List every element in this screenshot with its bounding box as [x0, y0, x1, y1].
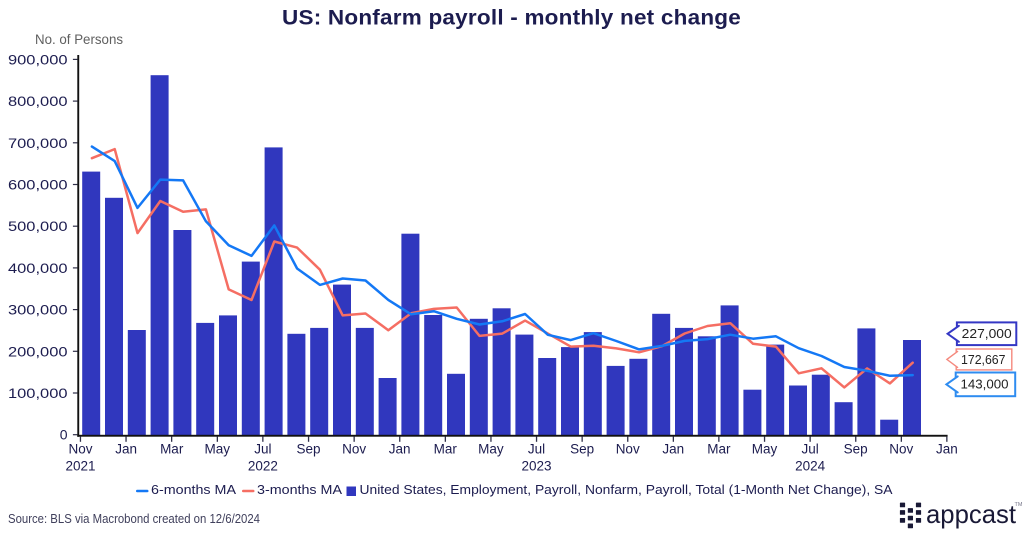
- svg-text:TM: TM: [1015, 502, 1023, 508]
- svg-text:Sep: Sep: [844, 442, 868, 457]
- svg-text:0: 0: [60, 427, 68, 443]
- svg-text:2022: 2022: [248, 458, 278, 473]
- svg-text:appcast: appcast: [926, 499, 1017, 529]
- svg-text:Jul: Jul: [254, 442, 271, 457]
- svg-text:300,000: 300,000: [8, 302, 68, 318]
- svg-text:Mar: Mar: [160, 442, 184, 457]
- svg-text:Jan: Jan: [115, 442, 137, 457]
- svg-text:100,000: 100,000: [8, 385, 68, 401]
- svg-text:2021: 2021: [65, 458, 95, 473]
- svg-text:2023: 2023: [521, 458, 551, 473]
- svg-text:May: May: [478, 442, 504, 457]
- svg-text:Sep: Sep: [570, 442, 594, 457]
- svg-text:United States, Employment, Pay: United States, Employment, Payroll, Nonf…: [360, 482, 893, 497]
- svg-text:400,000: 400,000: [8, 260, 68, 276]
- svg-text:Nov: Nov: [616, 442, 640, 457]
- svg-text:227,000: 227,000: [962, 326, 1012, 341]
- svg-text:2024: 2024: [795, 458, 826, 473]
- svg-text:Jan: Jan: [389, 442, 411, 457]
- svg-text:May: May: [752, 442, 778, 457]
- svg-text:900,000: 900,000: [8, 51, 68, 67]
- svg-text:Jul: Jul: [801, 442, 818, 457]
- svg-text:800,000: 800,000: [8, 93, 68, 109]
- svg-text:3-months MA: 3-months MA: [257, 482, 342, 497]
- svg-text:Nov: Nov: [889, 442, 913, 457]
- svg-text:600,000: 600,000: [8, 177, 68, 193]
- svg-text:143,000: 143,000: [961, 377, 1009, 392]
- svg-text:172,667: 172,667: [961, 352, 1006, 367]
- svg-text:200,000: 200,000: [8, 343, 68, 359]
- svg-text:Sep: Sep: [296, 442, 320, 457]
- svg-text:Jan: Jan: [662, 442, 684, 457]
- svg-text:Mar: Mar: [434, 442, 458, 457]
- svg-text:May: May: [205, 442, 231, 457]
- svg-text:US: Nonfarm payroll - monthly: US: Nonfarm payroll - monthly net change: [282, 7, 741, 30]
- svg-text:500,000: 500,000: [8, 218, 68, 234]
- svg-text:Mar: Mar: [707, 442, 731, 457]
- svg-text:700,000: 700,000: [8, 135, 68, 151]
- svg-text:Source: BLS via Macrobond crea: Source: BLS via Macrobond created on 12/…: [8, 512, 260, 526]
- svg-text:Nov: Nov: [342, 442, 366, 457]
- svg-text:6-months MA: 6-months MA: [151, 482, 236, 497]
- svg-text:Jul: Jul: [528, 442, 545, 457]
- svg-text:Nov: Nov: [68, 442, 92, 457]
- svg-text:Jan: Jan: [936, 442, 958, 457]
- svg-text:No. of Persons: No. of Persons: [35, 31, 123, 47]
